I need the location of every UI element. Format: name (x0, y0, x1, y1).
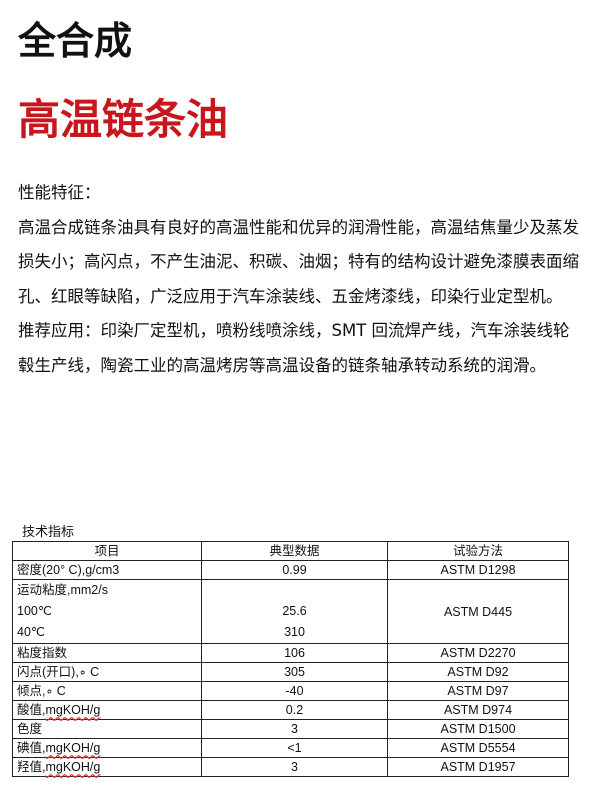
cell-item: 粘度指数 (12, 643, 202, 663)
cell-item: 运动粘度,mm2/s 100℃ 40℃ (12, 579, 202, 644)
cell-value: 106 (201, 643, 388, 663)
cell-item: 羟值,mgKOH/g (12, 757, 202, 777)
table-row: 倾点,∘ C -40 ASTM D97 (12, 681, 569, 701)
cell-value: 305 (201, 662, 388, 682)
item-unit: mgKOH/g (45, 760, 101, 774)
cell-method: ASTM D97 (387, 681, 569, 701)
cell-method: ASTM D1957 (387, 757, 569, 777)
sub-item: 100℃ (17, 604, 52, 618)
item-label: 酸值, (17, 703, 46, 717)
table-row: 碘值,mgKOH/g <1 ASTM D5554 (12, 738, 569, 758)
table-row: 闪点(开口),∘ C 305 ASTM D92 (12, 662, 569, 682)
cell-value: <1 (201, 738, 388, 758)
cell-item: 酸值,mgKOH/g (12, 700, 202, 720)
item-label: 羟值, (17, 760, 46, 774)
sub-item: 40℃ (17, 625, 45, 639)
cell-value: -40 (201, 681, 388, 701)
item-unit: mgKOH/g (45, 703, 101, 717)
product-subtitle: 高温链条油 (18, 95, 229, 144)
table-row: 酸值,mgKOH/g 0.2 ASTM D974 (12, 700, 569, 720)
cell-value: 0.99 (201, 560, 388, 580)
cell-value: 25.6 310 (201, 579, 388, 644)
cell-value: 0.2 (201, 700, 388, 720)
cell-item: 碘值,mgKOH/g (12, 738, 202, 758)
cell-item: 闪点(开口),∘ C (12, 662, 202, 682)
table-row: 羟值,mgKOH/g 3 ASTM D1957 (12, 757, 569, 777)
item-label: 碘值, (17, 741, 46, 755)
cell-method: ASTM D1298 (387, 560, 569, 580)
features-text: 高温合成链条油具有良好的高温性能和优异的润滑性能，高温结焦量少及蒸发损失小；高闪… (18, 217, 579, 306)
cell-method: ASTM D445 (387, 579, 569, 644)
application-text: 推荐应用：印染厂定型机，喷粉线喷涂线，SMT 回流焊产线，汽车涂装线轮毂生产线，… (18, 321, 570, 375)
cell-method: ASTM D92 (387, 662, 569, 682)
spec-table: 项目 典型数据 试验方法 密度(20° C),g/cm3 0.99 ASTM D12… (12, 541, 569, 777)
cell-method: ASTM D1500 (387, 719, 569, 739)
table-header: 项目 典型数据 试验方法 (12, 541, 569, 561)
table-row: 粘度指数 106 ASTM D2270 (12, 643, 569, 663)
cell-method: ASTM D974 (387, 700, 569, 720)
item-label: 运动粘度,mm2/s (17, 583, 108, 597)
header-value: 典型数据 (201, 541, 388, 561)
table-caption: 技术指标 (22, 525, 75, 540)
table-row: 运动粘度,mm2/s 100℃ 40℃ 25.6 310 ASTM D445 (12, 579, 569, 644)
sub-value: 25.6 (282, 604, 307, 618)
cell-item: 倾点,∘ C (12, 681, 202, 701)
cell-item: 密度(20° C),g/cm3 (12, 560, 202, 580)
description: 性能特征： 高温合成链条油具有良好的高温性能和优异的润滑性能，高温结焦量少及蒸发… (18, 176, 583, 383)
features-heading: 性能特征： (18, 183, 101, 202)
header-item: 项目 (12, 541, 202, 561)
cell-method: ASTM D5554 (387, 738, 569, 758)
cell-value: 3 (201, 757, 388, 777)
table-row: 色度 3 ASTM D1500 (12, 719, 569, 739)
cell-method: ASTM D2270 (387, 643, 569, 663)
item-unit: mgKOH/g (45, 741, 101, 755)
header-method: 试验方法 (387, 541, 569, 561)
cell-item: 色度 (12, 719, 202, 739)
cell-value: 3 (201, 719, 388, 739)
product-title: 全合成 (18, 19, 133, 63)
sub-value: 310 (284, 625, 305, 639)
table-row: 密度(20° C),g/cm3 0.99 ASTM D1298 (12, 560, 569, 580)
